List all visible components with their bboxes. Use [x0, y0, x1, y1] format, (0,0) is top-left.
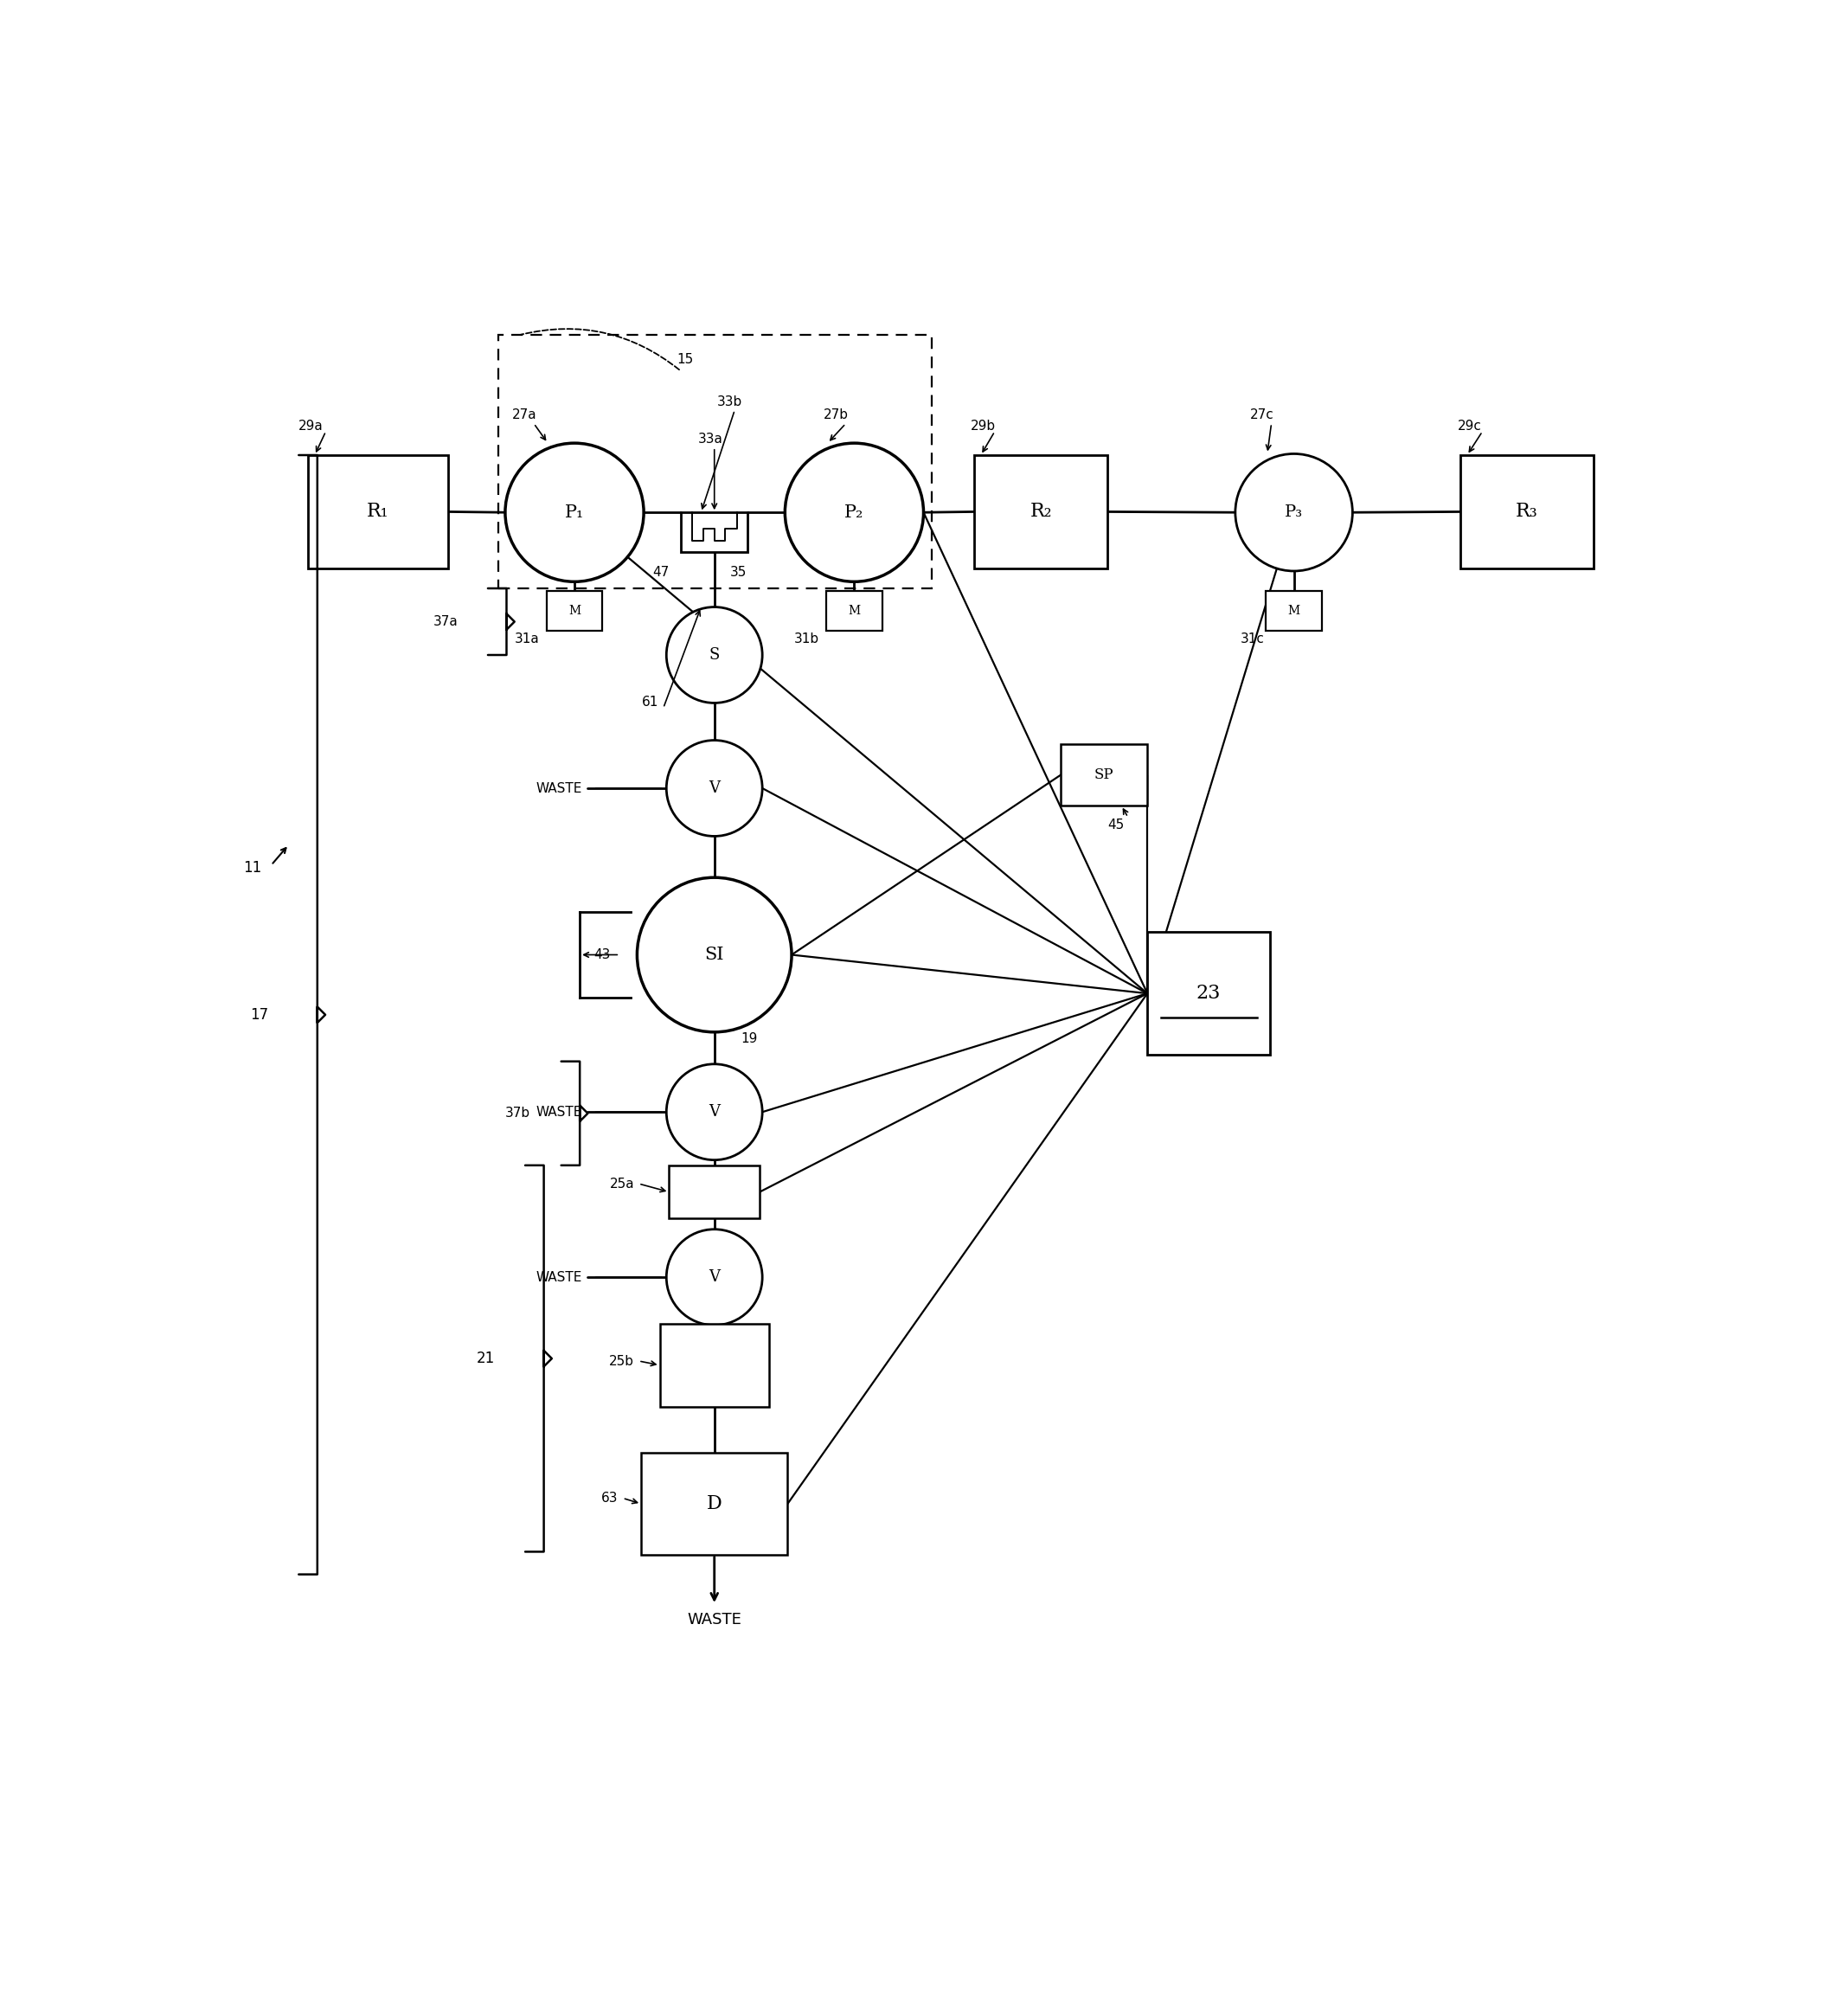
- Text: V: V: [709, 1270, 720, 1284]
- Circle shape: [666, 1230, 762, 1325]
- Text: 19: 19: [740, 1032, 758, 1044]
- Text: 17: 17: [250, 1006, 269, 1022]
- Bar: [1060, 744, 1147, 806]
- Bar: [668, 1165, 760, 1218]
- Circle shape: [784, 444, 924, 583]
- Text: 25a: 25a: [609, 1177, 635, 1191]
- Circle shape: [666, 607, 762, 704]
- Text: R₁: R₁: [366, 502, 388, 522]
- Text: M: M: [569, 605, 580, 617]
- Text: WASTE: WASTE: [536, 1105, 582, 1119]
- Text: 29c: 29c: [1458, 419, 1482, 433]
- Text: 29a: 29a: [298, 419, 324, 433]
- Bar: [1267, 591, 1322, 631]
- Text: 31c: 31c: [1241, 633, 1265, 645]
- Bar: [1460, 456, 1594, 569]
- Text: SI: SI: [705, 948, 724, 964]
- Circle shape: [666, 1064, 762, 1159]
- Bar: [659, 1325, 770, 1407]
- Bar: [307, 456, 447, 569]
- Text: WASTE: WASTE: [536, 1270, 582, 1284]
- Text: R₂: R₂: [1029, 502, 1051, 522]
- Text: 27b: 27b: [823, 409, 849, 421]
- Text: 43: 43: [593, 948, 611, 962]
- Text: 45: 45: [1108, 818, 1125, 833]
- Text: 27c: 27c: [1250, 409, 1274, 421]
- Text: 25b: 25b: [609, 1355, 635, 1367]
- Bar: [974, 456, 1108, 569]
- Text: V: V: [709, 1105, 720, 1119]
- Text: 29b: 29b: [970, 419, 996, 433]
- Circle shape: [1235, 454, 1353, 571]
- Text: 23: 23: [1197, 984, 1221, 1002]
- Text: 37b: 37b: [504, 1107, 530, 1119]
- Text: R₃: R₃: [1515, 502, 1539, 522]
- Circle shape: [504, 444, 644, 583]
- Text: 11: 11: [243, 861, 261, 877]
- Text: 27a: 27a: [512, 409, 536, 421]
- Circle shape: [637, 877, 792, 1032]
- Text: P₂: P₂: [845, 504, 863, 520]
- Text: WASTE: WASTE: [687, 1611, 742, 1627]
- Text: WASTE: WASTE: [536, 782, 582, 794]
- Text: P₃: P₃: [1285, 504, 1303, 520]
- Circle shape: [666, 740, 762, 837]
- Text: 15: 15: [677, 353, 694, 365]
- Bar: [827, 591, 882, 631]
- Text: 31b: 31b: [793, 633, 819, 645]
- Text: 21: 21: [477, 1351, 495, 1367]
- Text: 33b: 33b: [716, 395, 742, 409]
- Text: SP: SP: [1094, 768, 1114, 782]
- Bar: [547, 591, 602, 631]
- Text: V: V: [709, 780, 720, 796]
- Text: 33a: 33a: [698, 433, 724, 446]
- Bar: [641, 1454, 788, 1554]
- Text: 35: 35: [731, 566, 747, 579]
- Bar: [1147, 931, 1270, 1054]
- Text: 47: 47: [652, 566, 668, 579]
- Text: 31a: 31a: [514, 633, 539, 645]
- Bar: [499, 335, 932, 589]
- Text: S: S: [709, 647, 720, 663]
- Text: 37a: 37a: [434, 615, 458, 629]
- Text: 61: 61: [643, 696, 659, 708]
- Text: 63: 63: [602, 1492, 619, 1504]
- Text: M: M: [849, 605, 860, 617]
- Bar: [681, 512, 747, 552]
- Text: D: D: [707, 1494, 722, 1514]
- Text: M: M: [1289, 605, 1300, 617]
- Text: P₁: P₁: [565, 504, 584, 520]
